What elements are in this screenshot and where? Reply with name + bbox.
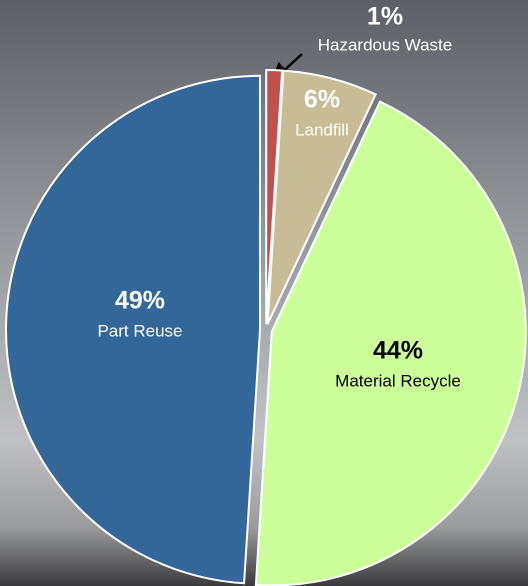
category-label: Material Recycle (335, 371, 461, 390)
category-label: Part Reuse (97, 321, 182, 340)
category-label: Hazardous Waste (318, 35, 452, 54)
value-label: 44% (373, 337, 423, 365)
value-label: 6% (304, 86, 340, 114)
value-label: 1% (367, 3, 403, 31)
page: {"chart_data": {"type": "pie", "categori… (0, 0, 528, 586)
category-label: Landfill (295, 120, 349, 139)
value-label: 49% (115, 287, 165, 315)
chart: 1% Hazardous Waste 6% Landfill 44% Material R… (0, 0, 528, 586)
